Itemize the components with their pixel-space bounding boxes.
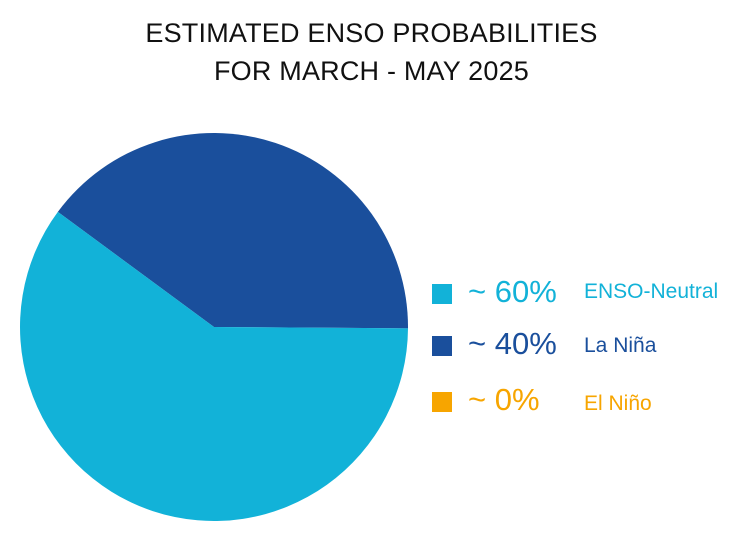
legend-label-el-nino: El Niño	[584, 392, 652, 415]
legend-label-la-nina: La Niña	[584, 334, 657, 357]
legend-label-enso-neutral: ENSO-Neutral	[584, 280, 719, 303]
legend-pct-el-nino: ~ 0%	[468, 382, 540, 417]
pie-slice-enso-neutral	[20, 211, 409, 521]
legend-pct-la-nina: ~ 40%	[468, 326, 557, 361]
chart-title-line-2: FOR MARCH - MAY 2025	[213, 56, 530, 86]
legend-pct-enso-neutral: ~ 60%	[468, 274, 557, 309]
pie-slice-la-nina	[57, 132, 409, 329]
legend-swatch-el-nino	[432, 392, 452, 412]
chart-title: ESTIMATED ENSO PROBABILITIES FOR MARCH -…	[0, 14, 743, 90]
legend-swatch-la-nina	[432, 336, 452, 356]
chart-title-line-1: ESTIMATED ENSO PROBABILITIES	[145, 18, 598, 48]
legend-swatch-enso-neutral	[432, 284, 452, 304]
